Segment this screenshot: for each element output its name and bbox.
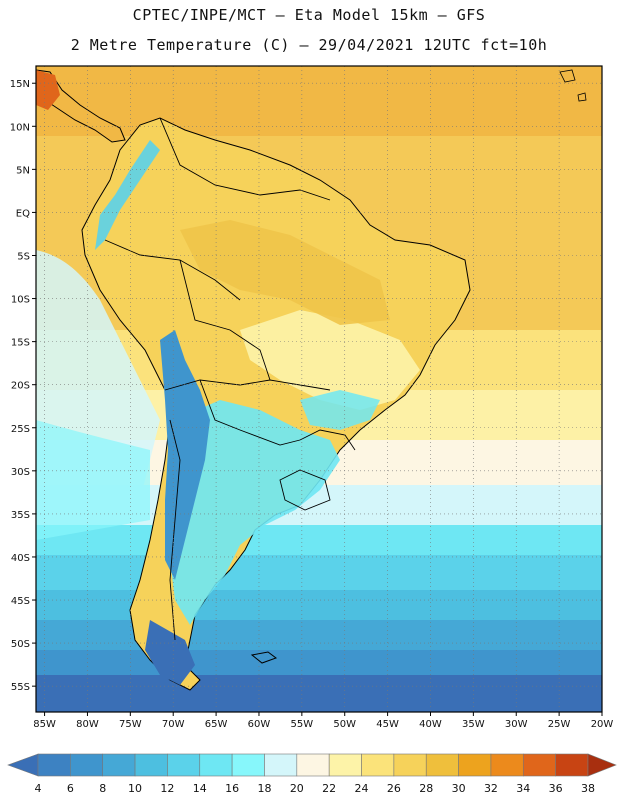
longitude-label: 25W xyxy=(548,719,571,730)
map-title-variable: 2 Metre Temperature (C) – 29/04/2021 12U… xyxy=(70,36,548,54)
country-borders xyxy=(104,117,356,641)
longitude-label: 70W xyxy=(162,719,185,730)
colorbar-label: 32 xyxy=(484,782,498,795)
colorbar-label: 20 xyxy=(290,782,304,795)
colorbar-label: 10 xyxy=(128,782,142,795)
central-america-hot-spot xyxy=(36,70,60,110)
colorbar-label: 28 xyxy=(419,782,433,795)
colorbar-label: 30 xyxy=(452,782,466,795)
andes-cold-region xyxy=(160,330,210,580)
latitude-label: 20S xyxy=(11,381,30,392)
northern-andes-cold-region xyxy=(95,140,160,250)
latitude-label: 25S xyxy=(11,424,30,435)
colorbar-arrow-high xyxy=(587,753,617,777)
colorbar-swatch xyxy=(458,753,492,777)
colorbar-swatch xyxy=(393,753,427,777)
colorbar-label: 34 xyxy=(516,782,530,795)
latitude-label: 10S xyxy=(11,295,30,306)
colorbar-swatch xyxy=(522,753,556,777)
colorbar-swatch xyxy=(167,753,201,777)
longitude-label: 50W xyxy=(333,719,356,730)
colorbar-label: 14 xyxy=(193,782,207,795)
central-brazil-mild-region xyxy=(240,310,420,410)
latitude-label: 5S xyxy=(17,251,30,262)
latitude-label: 15N xyxy=(10,79,30,90)
longitude-label: 35W xyxy=(462,719,485,730)
longitude-label: 40W xyxy=(419,719,442,730)
colorbar-label: 26 xyxy=(387,782,401,795)
ocean-band-6 xyxy=(36,675,602,712)
latitude-label: 30S xyxy=(11,467,30,478)
colorbar-label: 22 xyxy=(322,782,336,795)
colorbar-label: 8 xyxy=(99,782,106,795)
colorbar-label: 38 xyxy=(581,782,595,795)
longitude-label: 80W xyxy=(76,719,99,730)
southeast-brazil-cool-region xyxy=(300,390,380,430)
longitude-label: 85W xyxy=(33,719,56,730)
colorbar-swatch xyxy=(296,753,330,777)
ocean-band-12 xyxy=(36,590,602,620)
latitude-label: 45S xyxy=(11,596,30,607)
colorbar-swatch xyxy=(102,753,136,777)
latitude-label: EQ xyxy=(16,208,30,219)
colorbar-label: 6 xyxy=(67,782,74,795)
latitude-label: 55S xyxy=(11,682,30,693)
longitude-label: 55W xyxy=(291,719,314,730)
colorbar-swatch xyxy=(264,753,298,777)
colorbar-swatch xyxy=(555,753,589,777)
colorbar-arrow-low xyxy=(7,753,39,777)
ocean-band-10 xyxy=(36,620,602,650)
colorbar-swatch xyxy=(328,753,362,777)
caribbean-island xyxy=(559,69,576,83)
colorbar: 4 6 8 10 12 14 16 18 20 22 24 26 28 30 32 34 36 38 xyxy=(7,753,617,795)
falkland-islands xyxy=(250,651,278,664)
colorbar-label: 4 xyxy=(35,782,42,795)
colorbar-swatch xyxy=(70,753,104,777)
latitude-label: 35S xyxy=(11,510,30,521)
colorbar-swatch xyxy=(361,753,395,777)
colorbar-label: 16 xyxy=(225,782,239,795)
caribbean-island xyxy=(577,92,587,102)
ocean-band-16 xyxy=(36,525,602,555)
colorbar-label: 36 xyxy=(549,782,563,795)
longitude-label: 60W xyxy=(248,719,271,730)
latitude-axis: 15N 10N 5N EQ 5S 10S 15S 20S 25S 30S 35S 40S 45S 50S 5… xyxy=(10,79,36,693)
patagonia-cold-region xyxy=(145,620,195,685)
pacific-cold-water xyxy=(36,420,150,540)
map-title-model: CPTEC/INPE/MCT – Eta Model 15km – GFS xyxy=(132,6,486,24)
longitude-label: 65W xyxy=(205,719,228,730)
ocean-band-8 xyxy=(36,650,602,675)
colorbar-swatch xyxy=(134,753,168,777)
ocean-hot-band-caribbean xyxy=(36,66,602,136)
latitude-label: 40S xyxy=(11,553,30,564)
colorbar-swatch xyxy=(231,753,265,777)
longitude-label: 45W xyxy=(376,719,399,730)
longitude-label: 75W xyxy=(119,719,142,730)
colorbar-label: 24 xyxy=(355,782,369,795)
colorbar-swatch xyxy=(425,753,459,777)
latitude-label: 50S xyxy=(11,639,30,650)
longitude-label: 30W xyxy=(505,719,528,730)
colorbar-swatch xyxy=(199,753,233,777)
latitude-label: 5N xyxy=(16,165,30,176)
colorbar-swatch xyxy=(490,753,524,777)
colorbar-label: 18 xyxy=(257,782,271,795)
colorbar-swatch xyxy=(37,753,71,777)
amazon-warm-region xyxy=(180,220,390,325)
longitude-axis: 85W 80W 75W 70W 65W 60W 55W 50W 45W 40W 35W 30W 25W 2… xyxy=(33,712,613,730)
latitude-label: 15S xyxy=(11,338,30,349)
colorbar-label: 12 xyxy=(160,782,174,795)
map-frame xyxy=(35,65,603,713)
latitude-label: 10N xyxy=(10,122,30,133)
southern-cone-cool-region xyxy=(168,400,340,625)
ocean-band-14 xyxy=(36,555,602,590)
longitude-label: 20W xyxy=(591,719,614,730)
